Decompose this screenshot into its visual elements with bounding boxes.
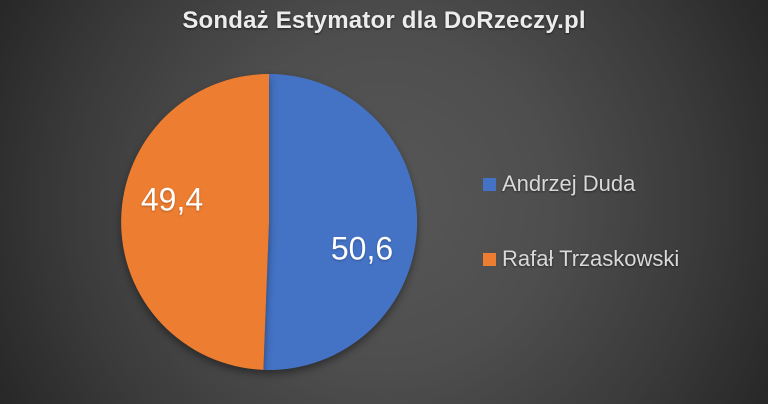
- legend-label-andrzej-duda: Andrzej Duda: [502, 171, 636, 196]
- legend-swatch-blue-icon: [483, 177, 496, 191]
- legend-label-rafal-trzaskowski: Rafał Trzaskowski: [502, 246, 680, 271]
- pie-slice-andrzej-duda: [263, 73, 418, 370]
- data-label-andrzej-duda: 50,6: [330, 230, 394, 267]
- legend-item-andrzej-duda: Andrzej Duda: [483, 171, 635, 197]
- data-label-rafal-trzaskowski: 49,4: [140, 181, 204, 218]
- pie-slices: [121, 73, 418, 370]
- legend-item-rafal-trzaskowski: Rafał Trzaskowski: [483, 246, 679, 272]
- pie-slice-rafal-trzaskowski: [121, 74, 269, 370]
- legend-swatch-orange-icon: [483, 252, 496, 266]
- chart-title: Sondaż Estymator dla DoRzeczy.pl: [182, 7, 586, 34]
